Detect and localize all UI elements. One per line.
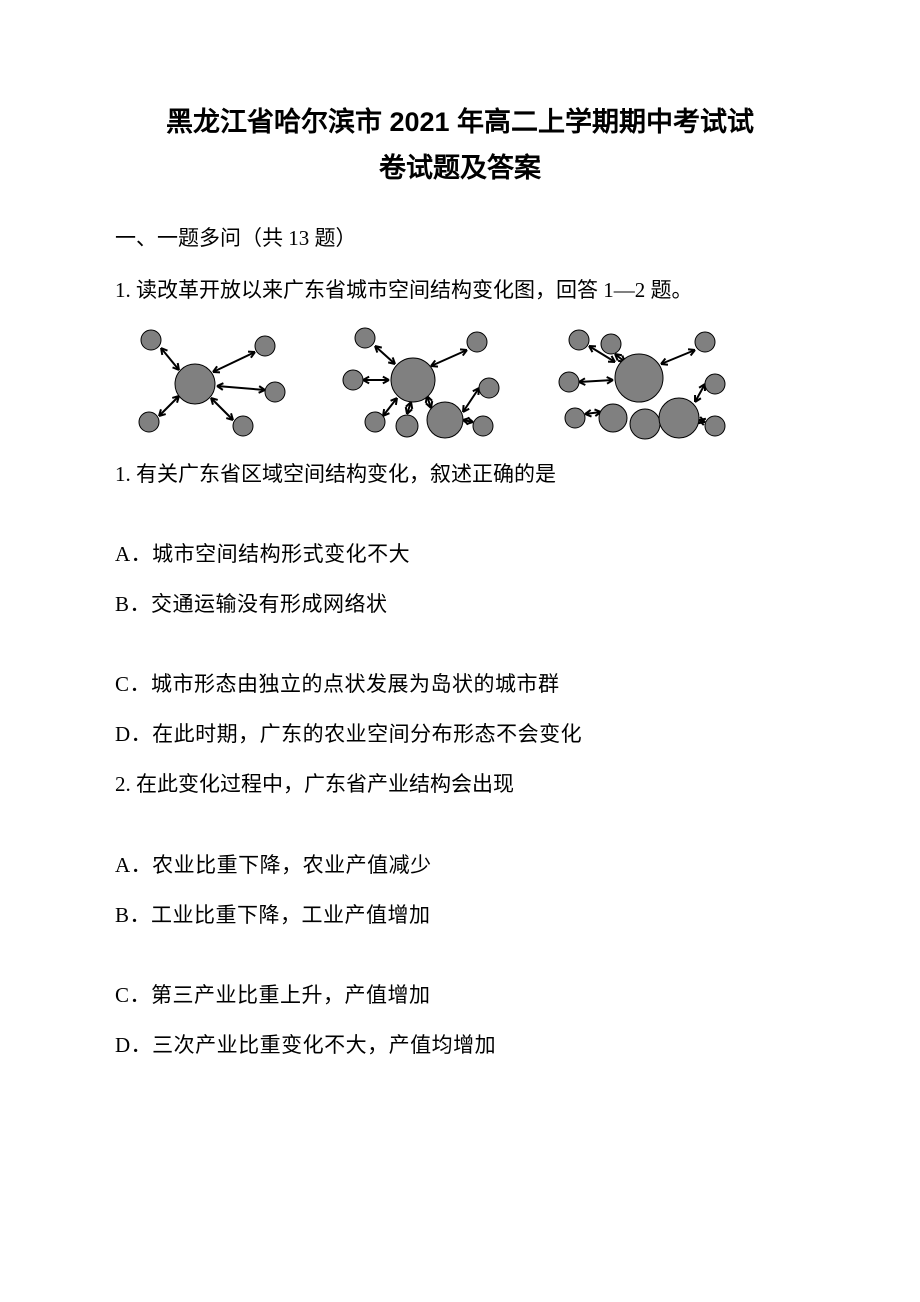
question-1-stem: 1. 读改革开放以来广东省城市空间结构变化图，回答 1—2 题。 bbox=[115, 268, 805, 312]
q1-option-d: D．在此时期，广东的农业空间分布形态不会变化 bbox=[115, 712, 805, 756]
diagram-1 bbox=[115, 322, 295, 442]
q2-option-b: B．工业比重下降，工业产值增加 bbox=[115, 893, 805, 937]
q1-option-c: C．城市形态由独立的点状发展为岛状的城市群 bbox=[115, 662, 805, 706]
diagram-3 bbox=[555, 322, 735, 442]
sub-question-2-stem: 2. 在此变化过程中，广东省产业结构会出现 bbox=[115, 762, 805, 806]
q2-option-d: D．三次产业比重变化不大，产值均增加 bbox=[115, 1023, 805, 1067]
sub-question-1-stem: 1. 有关广东省区域空间结构变化，叙述正确的是 bbox=[115, 452, 805, 496]
q2-option-a: A．农业比重下降，农业产值减少 bbox=[115, 843, 805, 887]
q2-option-c: C．第三产业比重上升，产值增加 bbox=[115, 973, 805, 1017]
title-line-1: 黑龙江省哈尔滨市 2021 年高二上学期期中考试试 bbox=[166, 107, 754, 137]
q1-option-b: B．交通运输没有形成网络状 bbox=[115, 582, 805, 626]
q1-option-a: A．城市空间结构形式变化不大 bbox=[115, 532, 805, 576]
exam-page: 黑龙江省哈尔滨市 2021 年高二上学期期中考试试 卷试题及答案 一、一题多问（… bbox=[0, 0, 920, 1302]
page-title: 黑龙江省哈尔滨市 2021 年高二上学期期中考试试 卷试题及答案 bbox=[115, 100, 805, 192]
title-line-2: 卷试题及答案 bbox=[379, 153, 541, 183]
question-2-options-block-2: C．第三产业比重上升，产值增加 D．三次产业比重变化不大，产值均增加 bbox=[115, 973, 805, 1067]
question-1-options-block-2: C．城市形态由独立的点状发展为岛状的城市群 D．在此时期，广东的农业空间分布形态… bbox=[115, 662, 805, 756]
question-2-options-block-1: A．农业比重下降，农业产值减少 B．工业比重下降，工业产值增加 bbox=[115, 843, 805, 937]
question-1-options-block-1: A．城市空间结构形式变化不大 B．交通运输没有形成网络状 bbox=[115, 532, 805, 626]
diagram-2 bbox=[335, 322, 515, 442]
section-header: 一、一题多问（共 13 题） bbox=[115, 216, 805, 260]
diagram-row bbox=[115, 322, 805, 442]
